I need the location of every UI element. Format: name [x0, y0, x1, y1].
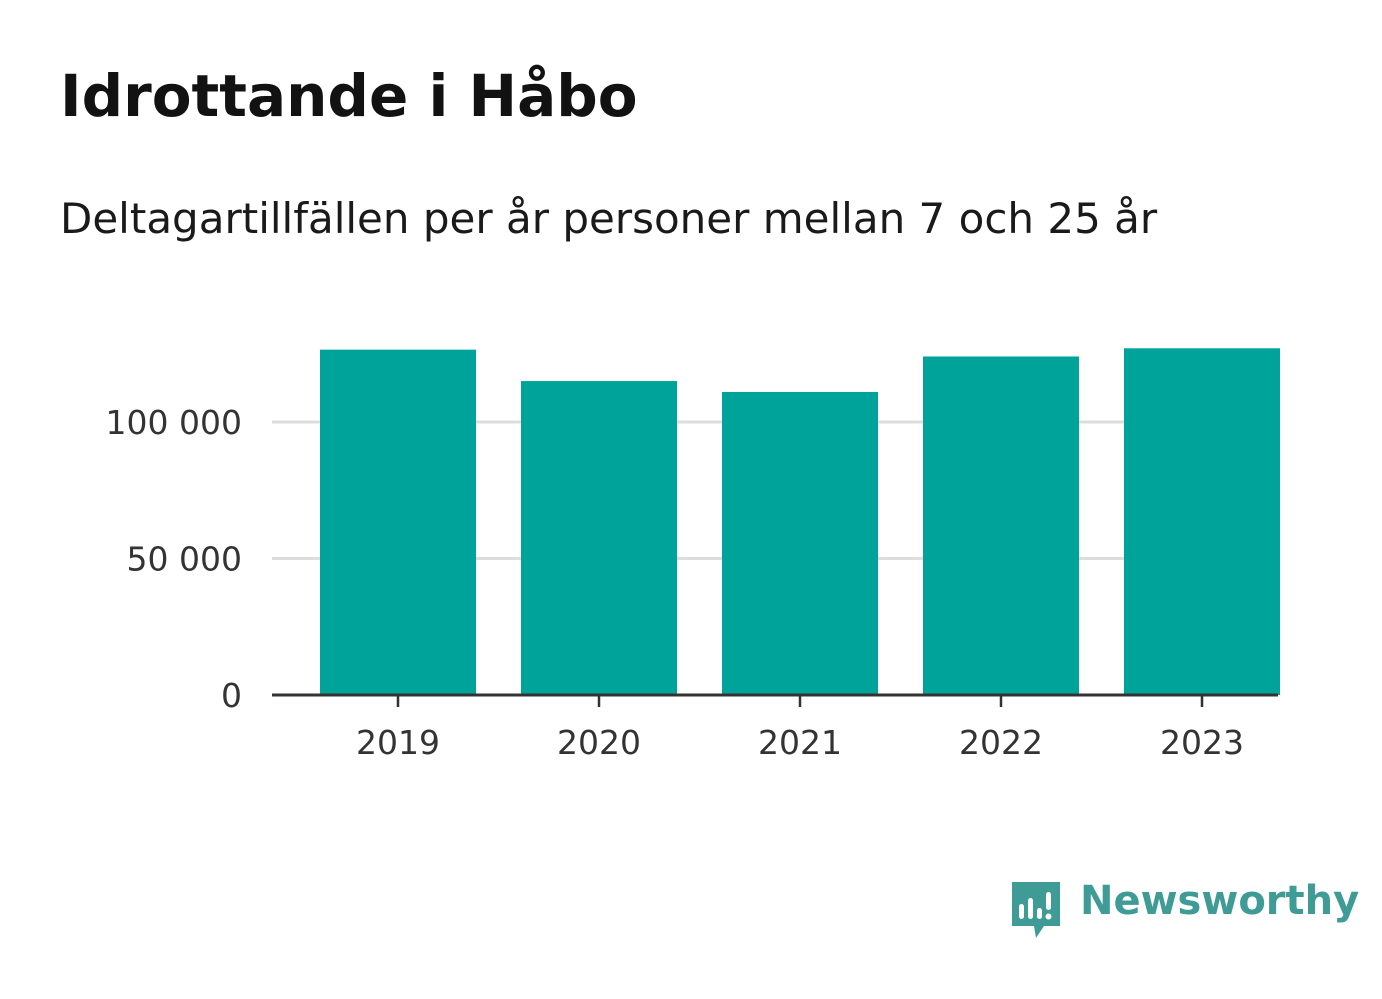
bar-2023: [1124, 348, 1280, 695]
x-tick-label: 2019: [356, 723, 440, 762]
chart-subtitle: Deltagartillfällen per år personer mella…: [60, 194, 1158, 243]
y-tick-label: 50 000: [127, 540, 242, 579]
newsworthy-logo-icon: [1012, 882, 1060, 938]
y-tick-label: 0: [221, 676, 242, 715]
brand-name: Newsworthy: [1080, 878, 1360, 924]
x-axis: [272, 693, 1278, 707]
bar-2019: [320, 349, 476, 695]
bar-2020: [521, 381, 677, 695]
bars: [320, 348, 1280, 695]
bar-2021: [722, 391, 878, 695]
y-tick-label: 100 000: [106, 403, 242, 442]
x-tick-label: 2023: [1160, 723, 1244, 762]
x-tick-label: 2022: [959, 723, 1043, 762]
y-axis-labels: 0 50 000 100 000: [106, 403, 242, 715]
bar-2022: [923, 356, 1079, 695]
x-tick-label: 2021: [758, 723, 842, 762]
brand-logo: Newsworthy: [1010, 878, 1359, 942]
x-axis-labels: 2019 2020 2021 2022 2023: [356, 723, 1244, 762]
chart-title: Idrottande i Håbo: [60, 62, 638, 130]
x-tick-label: 2020: [557, 723, 641, 762]
